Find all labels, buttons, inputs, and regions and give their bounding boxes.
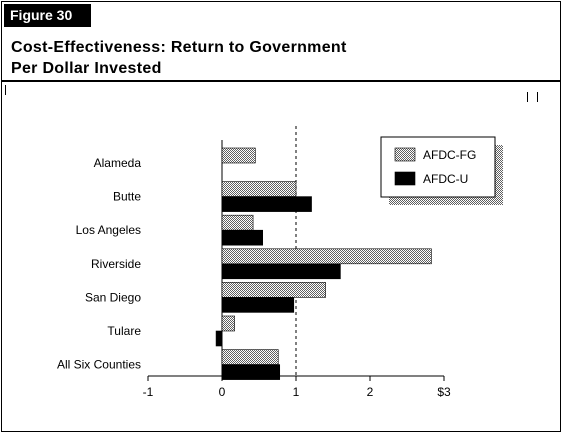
x-tick-label: $3 xyxy=(437,385,451,399)
legend-swatch xyxy=(394,171,416,186)
category-label: Riverside xyxy=(91,257,141,271)
category-label: Los Angeles xyxy=(76,223,141,237)
bar-afdc-fg xyxy=(221,214,254,231)
legend-label: AFDC-FG xyxy=(423,148,476,162)
legend-label: AFDC-U xyxy=(423,172,468,186)
bar-afdc-fg xyxy=(221,315,235,332)
legend-box xyxy=(380,136,496,198)
x-tick-label: 1 xyxy=(293,385,300,399)
x-tick-label: 2 xyxy=(367,385,374,399)
bar-afdc-fg xyxy=(221,248,432,265)
bar-afdc-u xyxy=(221,297,295,313)
category-label: All Six Counties xyxy=(57,358,141,372)
figure-header: Figure 30 Cost-Effectiveness: Return to … xyxy=(1,1,561,82)
x-tick-label: 0 xyxy=(219,385,226,399)
x-tick-label: -1 xyxy=(143,385,154,399)
figure-label: Figure 30 xyxy=(4,4,91,27)
category-label: Alameda xyxy=(94,156,142,170)
bar-afdc-u xyxy=(215,330,223,347)
vertical-mark-left xyxy=(5,85,6,95)
bar-afdc-u xyxy=(221,229,264,246)
chart-title-line2: Per Dollar Invested xyxy=(11,60,162,77)
vertical-mark-right-2 xyxy=(537,92,538,102)
bar-afdc-fg xyxy=(221,181,297,197)
bar-afdc-fg xyxy=(221,282,326,298)
category-label: Butte xyxy=(113,190,141,204)
chart-title-line1: Cost-Effectiveness: Return to Government xyxy=(11,39,347,56)
category-label: San Diego xyxy=(85,290,141,304)
bar-afdc-fg xyxy=(221,349,279,365)
legend-swatch xyxy=(394,147,416,162)
vertical-mark-right-1 xyxy=(527,92,528,102)
bar-afdc-u xyxy=(221,263,341,280)
bar-afdc-u xyxy=(221,196,312,212)
bar-afdc-u xyxy=(221,364,281,380)
category-label: Tulare xyxy=(107,324,141,338)
chart-title: Cost-Effectiveness: Return to Government… xyxy=(11,37,347,79)
bar-afdc-fg xyxy=(221,147,256,164)
